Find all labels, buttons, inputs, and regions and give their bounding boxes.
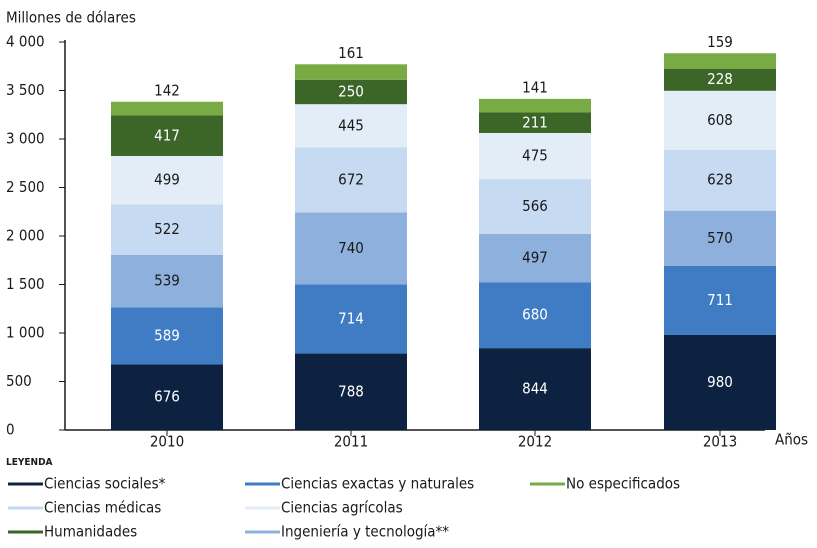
bar-segment: [295, 147, 407, 213]
value-label: 570: [707, 229, 733, 247]
bar-segment: [479, 348, 591, 430]
bar-segment: [295, 79, 407, 105]
value-label: 672: [338, 170, 364, 188]
y-tick-label: 1 000: [6, 324, 45, 342]
value-label: 711: [707, 291, 733, 309]
value-label: 445: [338, 116, 364, 134]
value-label: 211: [522, 113, 548, 131]
bar-segment: [664, 149, 776, 211]
bar-segment: [295, 212, 407, 285]
bar-segment: [111, 155, 223, 205]
bar-segment: [111, 255, 223, 308]
value-label: 628: [707, 171, 733, 189]
bar-segment: [111, 364, 223, 430]
value-label: 740: [338, 239, 364, 257]
value-label: 980: [707, 373, 733, 391]
value-label: 499: [154, 171, 180, 189]
value-label: 497: [522, 249, 548, 267]
legend-label: Ciencias exactas y naturales: [281, 475, 474, 493]
value-label: 589: [154, 326, 180, 344]
value-label: 250: [338, 83, 364, 101]
y-tick-label: 500: [6, 372, 32, 390]
y-tick-label: 2 500: [6, 178, 45, 196]
value-label: 608: [707, 111, 733, 129]
value-label: 475: [522, 147, 548, 165]
x-tick-label: 2010: [150, 433, 184, 451]
bar-segment: [479, 132, 591, 180]
bar-segment: [295, 104, 407, 148]
value-label: 539: [154, 272, 180, 290]
value-label: 141: [522, 78, 548, 96]
legend-label: Ciencias sociales*: [44, 475, 166, 493]
bar-segment: [295, 353, 407, 430]
bar-segment: [479, 233, 591, 283]
x-tick-label: 2011: [334, 433, 368, 451]
bar-segment: [664, 265, 776, 335]
bar-segment: [664, 68, 776, 91]
bar-segment: [479, 282, 591, 349]
bar-segment: [664, 90, 776, 150]
bar-segment: [295, 284, 407, 354]
x-tick-label: 2013: [703, 433, 737, 451]
bar-segment: [111, 307, 223, 365]
value-label: 714: [338, 309, 364, 327]
bar-segment: [111, 101, 223, 116]
bar-segment: [664, 210, 776, 266]
value-label: 680: [522, 306, 548, 324]
y-tick-label: 3 500: [6, 81, 45, 99]
bar-segment: [111, 204, 223, 256]
legend-label: Ciencias agrícolas: [281, 499, 403, 517]
bar-segment: [295, 64, 407, 80]
bar-segment: [479, 112, 591, 133]
y-tick-label: 1 500: [6, 275, 45, 293]
value-label: 228: [707, 70, 733, 88]
value-label: 676: [154, 388, 180, 406]
value-label: 788: [338, 382, 364, 400]
legend-label: Ingeniería y tecnología**: [281, 523, 449, 541]
legend-label: Ciencias médicas: [44, 499, 161, 517]
value-label: 142: [154, 81, 180, 99]
value-label: 522: [154, 220, 180, 238]
y-tick-label: 0: [6, 421, 15, 439]
bar-segment: [664, 53, 776, 69]
legend-label: Humanidades: [44, 523, 137, 541]
bar-segment: [664, 334, 776, 430]
legend-title: LEYENDA: [6, 457, 53, 468]
y-axis-label: Millones de dólares: [6, 9, 136, 27]
value-label: 566: [522, 197, 548, 215]
value-label: 159: [707, 33, 733, 51]
bar-segment: [111, 115, 223, 156]
y-tick-label: 3 000: [6, 130, 45, 148]
bar-segment: [479, 98, 591, 113]
y-tick-label: 2 000: [6, 227, 45, 245]
value-label: 844: [522, 380, 548, 398]
value-label: 417: [154, 126, 180, 144]
x-axis-label: Años: [775, 431, 808, 449]
value-label: 161: [338, 44, 364, 62]
legend-label: No especificados: [566, 475, 680, 493]
y-tick-label: 4 000: [6, 33, 45, 51]
bar-segment: [479, 179, 591, 234]
x-tick-label: 2012: [518, 433, 552, 451]
